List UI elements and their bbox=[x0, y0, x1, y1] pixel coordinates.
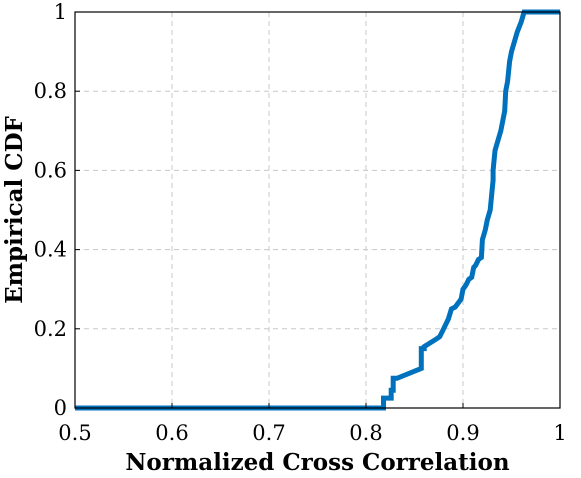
x-tick-label: 0.9 bbox=[446, 421, 479, 445]
x-tick-label: 0.6 bbox=[155, 421, 188, 445]
y-tick-label: 0.4 bbox=[34, 238, 67, 262]
y-tick-label: 0.8 bbox=[34, 79, 67, 103]
x-tick-label: 0.5 bbox=[58, 421, 91, 445]
axes-frame bbox=[74, 11, 561, 409]
grid bbox=[75, 12, 560, 408]
x-tick-label: 1 bbox=[553, 421, 566, 445]
x-tick-label: 0.7 bbox=[252, 421, 285, 445]
y-tick-label: 0.6 bbox=[34, 158, 67, 182]
x-tick-label: 0.8 bbox=[349, 421, 382, 445]
y-tick-label: 0.2 bbox=[34, 317, 67, 341]
y-tick-label: 1 bbox=[54, 0, 67, 24]
y-axis-label: Empirical CDF bbox=[1, 115, 28, 303]
ticks: 0.5 0.6 0.7 0.8 0.9 1 0 0.2 0.4 0.6 0.8 1 bbox=[34, 0, 567, 445]
y-tick-label: 0 bbox=[54, 396, 67, 420]
series-layer bbox=[75, 9, 560, 411]
cdf-series-line bbox=[75, 9, 560, 411]
x-axis-label: Normalized Cross Correlation bbox=[125, 449, 510, 476]
